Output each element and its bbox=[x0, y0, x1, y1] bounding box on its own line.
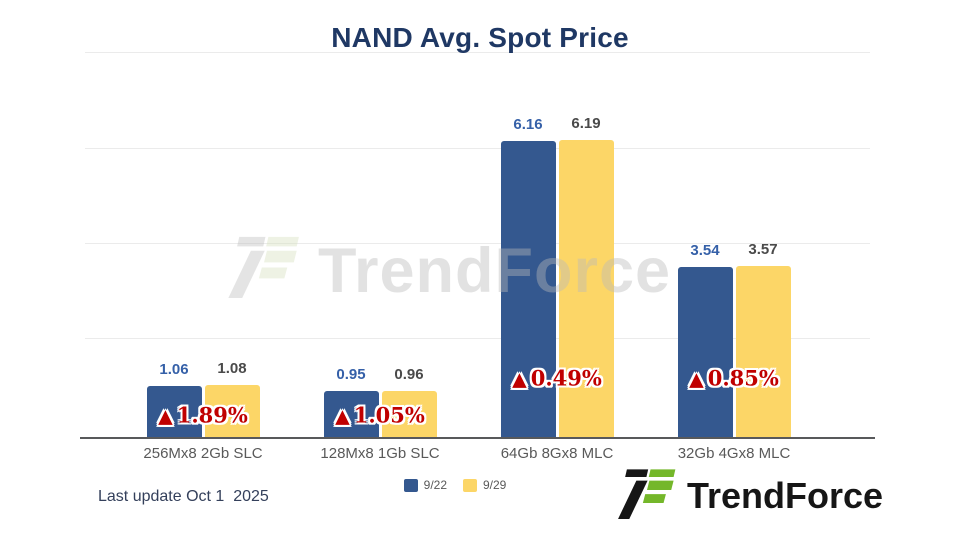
value-label: 1.06 bbox=[159, 361, 189, 378]
value-label: 3.57 bbox=[748, 241, 778, 258]
triangle-up-icon: ▲ bbox=[335, 405, 350, 428]
trendforce-logo-icon-watermark bbox=[226, 234, 302, 303]
value-label: 3.54 bbox=[690, 242, 720, 259]
bar-9-29 bbox=[558, 140, 614, 437]
trendforce-logo-icon bbox=[616, 467, 678, 524]
change-value: 1.89% bbox=[176, 402, 248, 428]
value-label: 6.16 bbox=[513, 116, 543, 133]
value-label: 6.19 bbox=[571, 115, 601, 132]
legend-label: 9/29 bbox=[483, 478, 507, 492]
change-label: ▲ 0.49% bbox=[512, 366, 602, 391]
gridline bbox=[85, 148, 870, 149]
change-value: 0.49% bbox=[530, 365, 602, 391]
gridline bbox=[85, 338, 870, 339]
gridline bbox=[85, 52, 870, 53]
change-value: 1.05% bbox=[353, 402, 425, 428]
legend-item: 9/22 bbox=[403, 478, 447, 492]
legend-item: 9/29 bbox=[463, 478, 506, 492]
change-label: ▲ 0.85% bbox=[689, 366, 779, 391]
category-label: 256Mx8 2Gb SLC bbox=[143, 445, 263, 462]
triangle-up-icon: ▲ bbox=[689, 368, 704, 391]
bar-9-22 bbox=[677, 267, 733, 437]
category-label: 32Gb 4Gx8 MLC bbox=[677, 445, 791, 462]
gridline bbox=[85, 243, 870, 244]
triangle-up-icon: ▲ bbox=[158, 405, 173, 428]
change-label: ▲ 1.05% bbox=[335, 403, 425, 428]
legend: 9/22 9/29 bbox=[0, 478, 910, 492]
last-update-label: Last update Oct 1 2025 bbox=[98, 488, 269, 505]
brand-logo-text: TrendForce bbox=[687, 474, 884, 516]
value-label: 0.95 bbox=[336, 366, 366, 383]
watermark-text: TrendForce bbox=[318, 236, 672, 306]
value-label: 0.96 bbox=[394, 366, 424, 383]
bar-9-22 bbox=[323, 391, 379, 437]
bar-9-29 bbox=[735, 266, 791, 437]
category-label: 64Gb 8Gx8 MLC bbox=[500, 445, 614, 462]
bar-9-22 bbox=[146, 386, 202, 437]
brand-logo: TrendForce bbox=[616, 467, 883, 524]
triangle-up-icon: ▲ bbox=[512, 368, 527, 391]
legend-swatch-icon bbox=[403, 478, 418, 492]
bar-9-29 bbox=[381, 391, 437, 437]
bar-9-29 bbox=[204, 385, 260, 437]
value-label: 1.08 bbox=[217, 360, 247, 377]
legend-swatch-icon bbox=[463, 478, 477, 492]
category-label: 128Mx8 1Gb SLC bbox=[320, 445, 440, 462]
chart-title: NAND Avg. Spot Price bbox=[331, 22, 629, 53]
change-label: ▲ 1.89% bbox=[158, 403, 248, 428]
bar-9-22 bbox=[500, 141, 556, 437]
x-axis-line bbox=[80, 437, 875, 439]
change-value: 0.85% bbox=[707, 365, 779, 391]
legend-label: 9/22 bbox=[423, 478, 447, 492]
